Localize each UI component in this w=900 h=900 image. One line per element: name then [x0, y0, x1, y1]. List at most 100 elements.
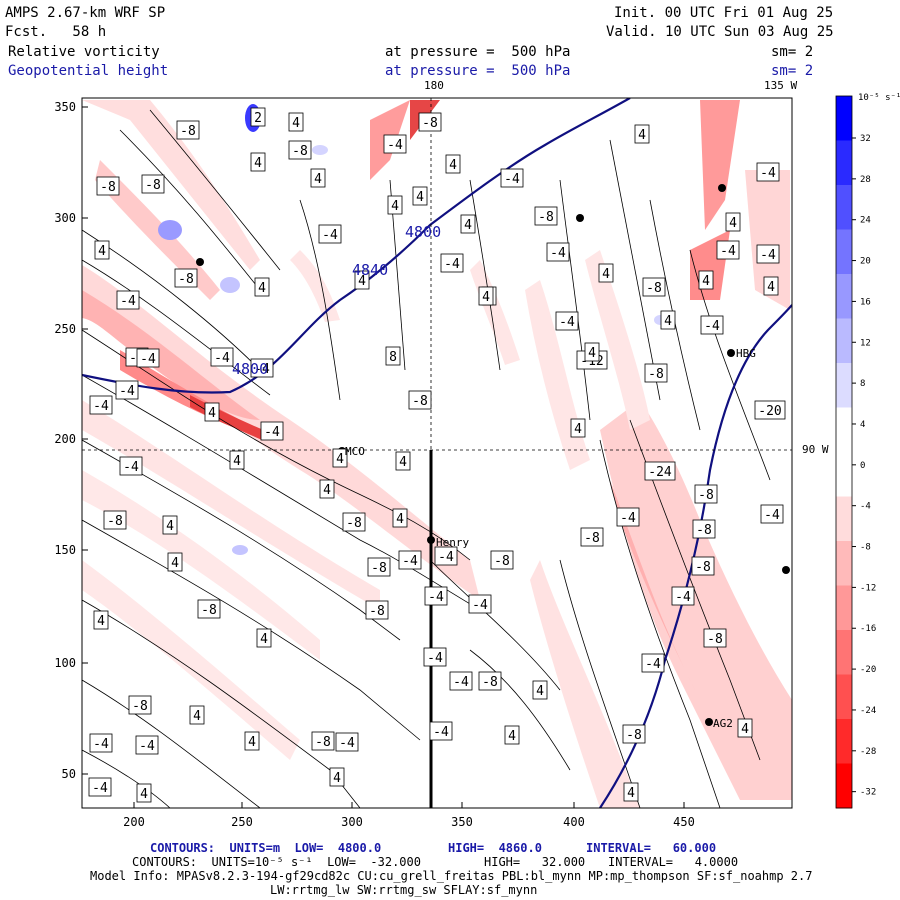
vorticity-contour-label: 4: [288, 112, 304, 132]
svg-text:-8: -8: [646, 281, 662, 296]
field2-smoothing: sm= 2: [771, 63, 814, 79]
vorticity-contour-label: -8: [311, 731, 335, 751]
svg-text:-4: -4: [123, 460, 139, 475]
svg-text:-8: -8: [494, 554, 510, 569]
svg-text:4: 4: [449, 158, 457, 173]
svg-text:4: 4: [358, 274, 366, 289]
vorticity-contour-label: 4: [93, 610, 109, 630]
vorticity-contour-label: -8: [174, 268, 198, 288]
vorticity-contour-label: 4: [319, 479, 335, 499]
colorbar-tick-label: 4: [860, 420, 865, 430]
svg-text:4: 4: [98, 244, 106, 259]
vorticity-contour-label: 4: [229, 450, 245, 470]
svg-text:4: 4: [193, 709, 201, 724]
svg-text:-8: -8: [626, 728, 642, 743]
vorticity-contour-label: -4: [136, 348, 160, 368]
svg-text:-4: -4: [675, 590, 691, 605]
svg-text:-4: -4: [645, 657, 661, 672]
colorbar-tick-label: -16: [860, 624, 876, 634]
svg-text:4: 4: [416, 190, 424, 205]
svg-text:-4: -4: [119, 384, 135, 399]
colorbar-tick-label: 8: [860, 379, 865, 389]
x-tick-label: 350: [451, 815, 473, 829]
vorticity-contour-label: -4: [756, 244, 780, 264]
vorticity-labels: -8 2 4 -4 4 -8 -8 4 -4 4 4 4 -8 -4 4 -4 -8 -4 4 -8 4 -4 4 -4 4 -4…: [88, 107, 790, 803]
station-ag2: AG2: [713, 717, 733, 730]
field2-name: Geopotential height: [8, 63, 169, 79]
colorbar-tick-label: 32: [860, 134, 871, 144]
forecast-hour: Fcst. 58 h: [5, 24, 107, 40]
colorbar-tick-label: -32: [860, 788, 876, 798]
colorbar-swatch: [836, 719, 852, 764]
vorticity-contour-label: 4: [532, 680, 548, 700]
svg-text:-8: -8: [584, 531, 600, 546]
vorticity-contour-label: -8: [288, 140, 312, 160]
vorticity-contour-label: -24: [644, 461, 676, 481]
svg-text:-4: -4: [760, 248, 776, 263]
colorbar-tick-label: 24: [860, 216, 871, 226]
svg-text:-8: -8: [707, 632, 723, 647]
svg-text:-8: -8: [369, 604, 385, 619]
vorticity-contour-label: 4: [204, 402, 220, 422]
vorticity-contour-label: -8: [644, 363, 668, 383]
colorbar-swatch: [836, 407, 852, 453]
svg-text:-8: -8: [346, 516, 362, 531]
station-henry: Henry: [436, 536, 470, 549]
height-label-1: 4800: [405, 223, 442, 241]
vorticity-contour-label: -4: [546, 242, 570, 262]
y-axis: 50 100 150 200 250 300 350: [54, 100, 88, 781]
vorticity-contour-label: 4: [254, 277, 270, 297]
station-marker: [782, 566, 790, 574]
svg-text:4: 4: [664, 314, 672, 329]
svg-text:-8: -8: [696, 523, 712, 538]
colorbar-tick-label: -28: [860, 747, 876, 757]
vorticity-contour-label: 4: [167, 552, 183, 572]
svg-text:-8: -8: [315, 735, 331, 750]
svg-text:4: 4: [140, 787, 148, 802]
svg-text:-4: -4: [453, 675, 469, 690]
model-title: AMPS 2.67-km WRF SP: [5, 5, 166, 21]
vorticity-contour-label: -4: [115, 380, 139, 400]
svg-text:-4: -4: [559, 315, 575, 330]
svg-text:-4: -4: [120, 294, 136, 309]
vorticity-contour-label: -4: [555, 311, 579, 331]
svg-text:4: 4: [314, 172, 322, 187]
vorticity-contour-label: 4: [395, 451, 411, 471]
vorticity-contour-label: -4: [756, 162, 780, 182]
field1-level: at pressure = 500 hPa: [385, 44, 571, 60]
svg-text:-4: -4: [620, 511, 636, 526]
vorticity-contour-label: -8: [176, 120, 200, 140]
vorticity-contour-label: 4: [94, 240, 110, 260]
vorticity-contour-label: 4: [598, 263, 614, 283]
vorticity-contour-label: 4: [478, 286, 494, 306]
colorbar-tick-label: -24: [860, 706, 876, 716]
meridian-90w-label: 90 W: [802, 443, 829, 456]
svg-text:4: 4: [464, 218, 472, 233]
vorticity-contour-label: 4: [570, 418, 586, 438]
svg-text:-8: -8: [482, 675, 498, 690]
colorbar-tick-label: -4: [860, 502, 871, 512]
valid-time: Valid. 10 UTC Sun 03 Aug 25: [606, 24, 834, 40]
svg-text:4: 4: [399, 455, 407, 470]
vorticity-contour-label: -4: [716, 240, 740, 260]
vorticity-contour-label: 2: [250, 107, 266, 127]
svg-text:4: 4: [396, 512, 404, 527]
station-marker: [718, 184, 726, 192]
vorticity-contour-label: -4: [88, 777, 112, 797]
svg-text:4: 4: [233, 454, 241, 469]
svg-text:4: 4: [166, 519, 174, 534]
vorticity-contour-label: -4: [429, 721, 453, 741]
vorticity-contour-label: -4: [119, 456, 143, 476]
footer-radiation-info: LW:rrtmg_lw SW:rrtmg_sw SFLAY:sf_mynn: [270, 883, 538, 897]
svg-text:-8: -8: [648, 367, 664, 382]
svg-text:4: 4: [97, 614, 105, 629]
vorticity-contour-label: -8: [197, 599, 221, 619]
init-time: Init. 00 UTC Fri 01 Aug 25: [614, 5, 834, 21]
vorticity-contour-label: 4: [162, 515, 178, 535]
svg-text:-4: -4: [402, 554, 418, 569]
vorticity-contour-label: 4: [634, 124, 650, 144]
svg-text:8: 8: [389, 350, 397, 365]
vorticity-contour-label: 4: [354, 270, 370, 290]
vorticity-contour-label: -4: [383, 134, 407, 154]
